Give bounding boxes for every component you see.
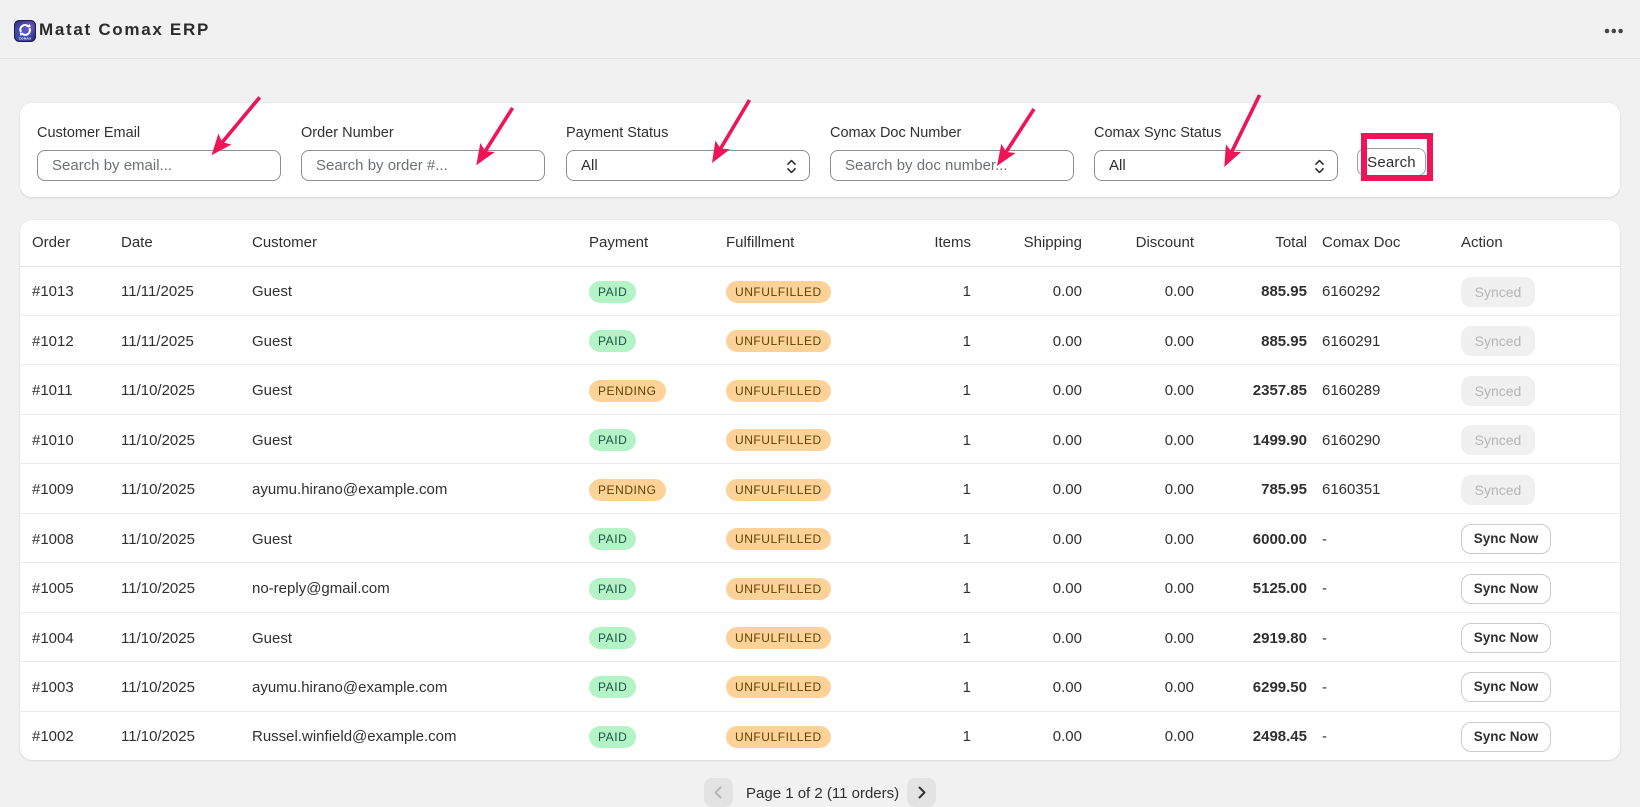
- svg-text:COMAX: COMAX: [19, 36, 32, 40]
